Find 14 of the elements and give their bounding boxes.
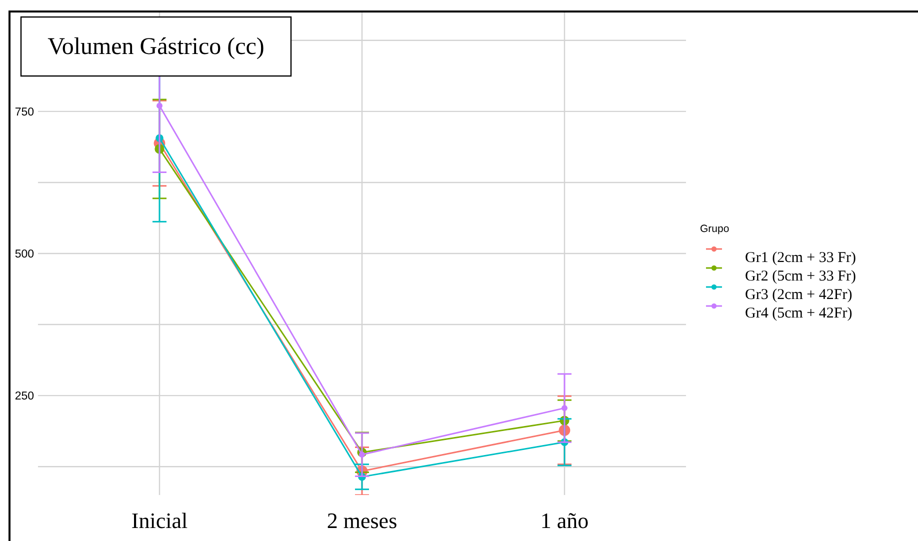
legend-label: Gr2 (5cm + 33 Fr) bbox=[745, 268, 856, 284]
y-tick-label: 250 bbox=[14, 390, 34, 403]
x-tick-label: 1 año bbox=[540, 508, 589, 533]
legend-label: Gr4 (5cm + 42Fr) bbox=[745, 306, 852, 322]
point bbox=[562, 405, 568, 412]
x-tick-label: Inicial bbox=[131, 508, 188, 533]
legend-label: Gr3 (2cm + 42Fr) bbox=[745, 287, 852, 303]
point bbox=[156, 102, 162, 109]
legend-label: Gr1 (2cm + 33 Fr) bbox=[745, 250, 856, 266]
x-tick-label: 2 meses bbox=[326, 508, 398, 533]
text: Volumen Gástrico (cc) bbox=[48, 34, 264, 60]
y-tick-label: 750 bbox=[14, 106, 34, 118]
y-tick-label: 500 bbox=[14, 248, 34, 261]
legend-title: Grupo bbox=[700, 223, 730, 235]
